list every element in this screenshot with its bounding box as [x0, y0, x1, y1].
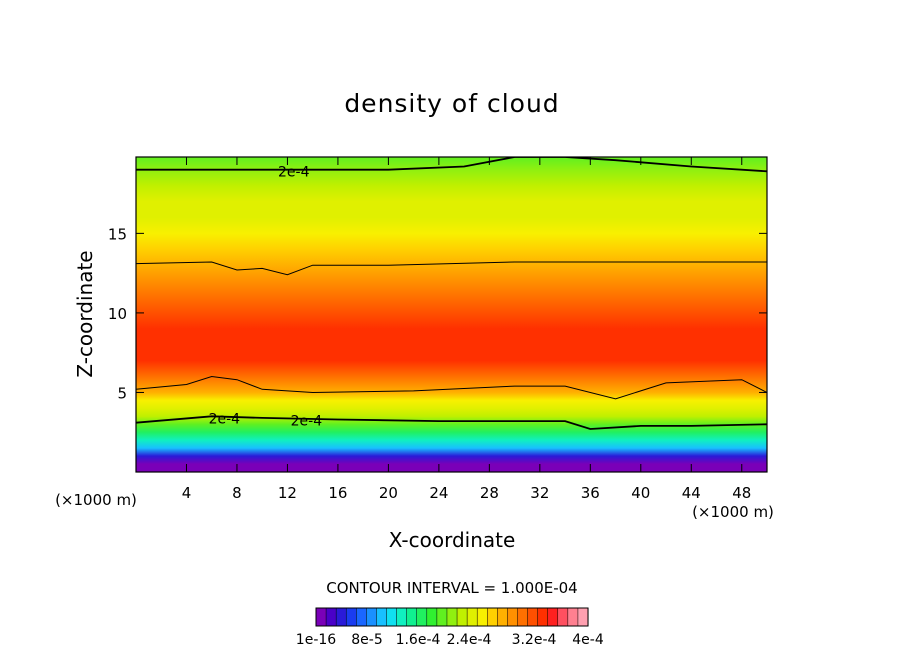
colorbar-tick-label: 3.2e-4	[512, 632, 557, 648]
contour-labels: 2e-4 2e-4 2e-4	[209, 164, 323, 429]
density-field	[136, 157, 767, 472]
contour-line-2e-4-lower	[136, 415, 767, 430]
x-tick-label: 48	[732, 484, 751, 502]
contour-lines	[136, 157, 767, 430]
contour-interval-label: CONTOUR INTERVAL = 1.000E-04	[326, 579, 577, 597]
colorbar-labels: 1e-16 8e-5 1.6e-4 2.4e-4 3.2e-4 4e-4	[296, 632, 604, 648]
colorbar-swatch	[376, 607, 388, 627]
x-tick-label: 40	[631, 484, 650, 502]
y-tick-label: 5	[117, 384, 127, 402]
plot-frame	[135, 156, 768, 473]
colorbar-swatch	[396, 607, 408, 627]
colorbar-frame	[315, 607, 589, 627]
colorbar-swatch	[356, 607, 367, 627]
colorbar-swatch	[446, 607, 458, 627]
colorbar-tick-label: 1.6e-4	[396, 632, 441, 648]
contour-line-upper-band	[136, 261, 767, 276]
x-tick-label: 16	[328, 484, 347, 502]
x-tick-label: 24	[429, 484, 448, 502]
colorbar-swatch	[497, 607, 508, 627]
colorbar-swatch	[335, 607, 347, 627]
x-tick-label: 44	[682, 484, 701, 502]
contour-line-lower-band	[136, 375, 767, 400]
x-tick-label: 20	[379, 484, 398, 502]
x-unit-label: (×1000 m)	[692, 503, 774, 521]
y-tick-label: 10	[108, 305, 127, 323]
colorbar-tick-label: 2.4e-4	[447, 632, 492, 648]
y-axis-label: Z-coordinate	[73, 250, 97, 377]
colorbar-swatch	[547, 607, 559, 627]
colorbar-swatch	[456, 607, 468, 627]
colorbar-swatch	[315, 607, 327, 627]
colorbar-swatch	[416, 607, 428, 627]
colorbar-swatch	[386, 607, 398, 627]
y-axis: 5 10 15	[108, 225, 767, 402]
contour-line-2e-4-upper	[136, 157, 767, 173]
colorbar-swatch	[345, 607, 357, 627]
x-tick-label: 36	[581, 484, 600, 502]
colorbar-swatch	[507, 607, 519, 627]
colorbar-swatch	[517, 607, 529, 627]
colorbar-swatch	[567, 607, 579, 627]
contour-label: 2e-4	[209, 412, 241, 428]
plot-area	[136, 157, 767, 472]
colorbar-swatch	[476, 607, 488, 627]
colorbar-tick-label: 1e-16	[296, 632, 336, 648]
contour-label: 2e-4	[278, 164, 310, 180]
colorbar-tick-label: 8e-5	[351, 632, 382, 648]
x-tick-label: 12	[278, 484, 297, 502]
y-tick-label: 15	[108, 225, 127, 243]
x-tick-label: 28	[480, 484, 499, 502]
colorbar-tick-label: 4e-4	[572, 632, 604, 648]
x-tick-label: 4	[182, 484, 192, 502]
colorbar-swatch	[325, 607, 337, 627]
x-tick-label: 8	[232, 484, 242, 502]
colorbar-swatch	[466, 607, 478, 627]
colorbar	[315, 607, 589, 627]
y-unit-label: (×1000 m)	[55, 491, 137, 509]
contour-label: 2e-4	[291, 413, 323, 429]
chart-title: density of cloud	[344, 89, 559, 118]
colorbar-swatch	[577, 607, 589, 627]
colorbar-swatch	[537, 607, 549, 627]
colorbar-swatch	[406, 607, 418, 627]
colorbar-swatch	[426, 607, 438, 627]
colorbar-swatch	[436, 607, 448, 627]
colorbar-swatch	[366, 607, 377, 627]
x-axis-label: X-coordinate	[389, 528, 516, 552]
colorbar-swatch	[487, 607, 498, 627]
colorbar-swatch	[557, 607, 569, 627]
x-axis: 4 8 12 16 20 24 28 32 36 40 44 48	[182, 157, 751, 502]
colorbar-swatch	[527, 607, 539, 627]
x-tick-label: 32	[530, 484, 549, 502]
